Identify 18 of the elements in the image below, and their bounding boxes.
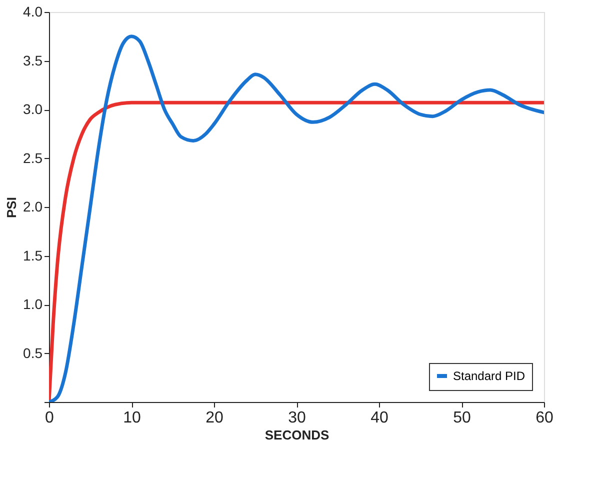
x-axis-title: SECONDS bbox=[264, 428, 330, 442]
x-tick-label: 60 bbox=[536, 410, 554, 426]
y-tick-label: 0.5 bbox=[23, 344, 43, 361]
y-tick-label: 1.0 bbox=[23, 296, 43, 312]
x-tick-label: 20 bbox=[206, 410, 224, 426]
x-tick-label: 40 bbox=[370, 410, 388, 426]
y-tick-label: 3.5 bbox=[23, 52, 43, 68]
legend-label: Standard PID bbox=[453, 369, 526, 383]
y-tick-label: 3.0 bbox=[23, 101, 43, 117]
x-tick-label: 30 bbox=[288, 410, 306, 426]
x-tick-label: 10 bbox=[123, 410, 141, 426]
y-tick-label: 2.5 bbox=[23, 150, 43, 166]
x-tick-label: 0 bbox=[45, 410, 54, 426]
y-tick-label: 2.0 bbox=[23, 198, 43, 214]
y-tick-label: 4.0 bbox=[23, 4, 43, 20]
y-axis-title: PSI bbox=[4, 197, 20, 218]
x-tick-label: 50 bbox=[453, 410, 471, 426]
y-tick-label: 1.5 bbox=[23, 247, 43, 264]
